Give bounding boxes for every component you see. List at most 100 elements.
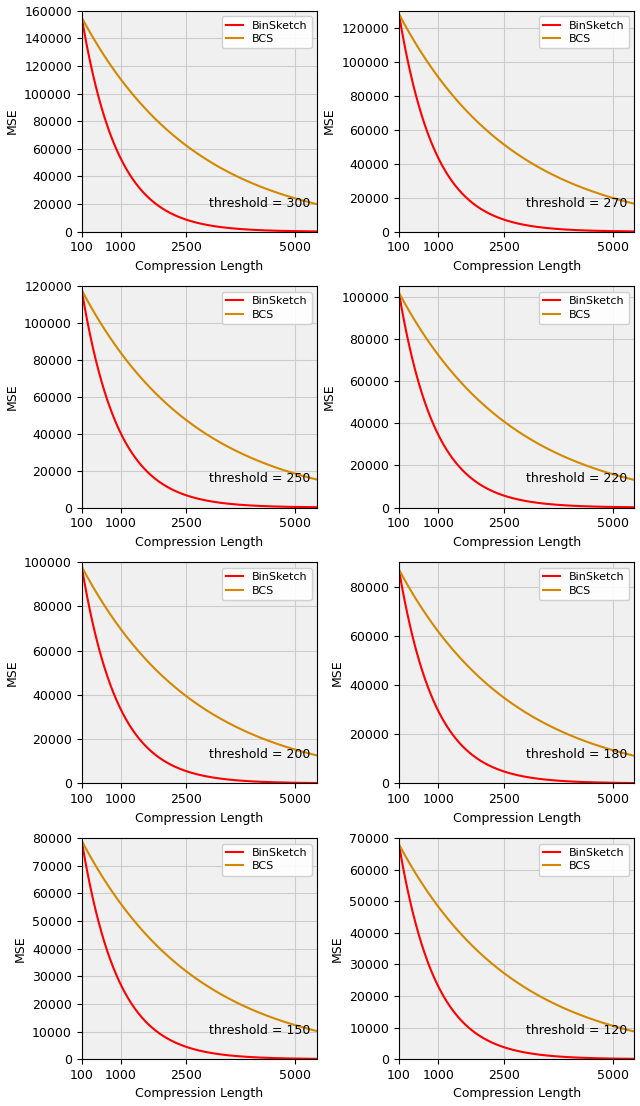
BinSketch: [557, 1050, 564, 1063]
BinSketch: [419, 113, 427, 126]
Text: threshold = 200: threshold = 200: [209, 749, 310, 761]
BinSketch: [102, 388, 109, 401]
BCS: [262, 733, 269, 747]
BCS: [557, 448, 564, 461]
BinSketch: [630, 501, 638, 514]
Text: threshold = 180: threshold = 180: [526, 749, 627, 761]
BCS: [182, 413, 189, 426]
BinSketch: [173, 209, 180, 222]
BCS: [583, 735, 591, 749]
BinSketch: [239, 499, 247, 512]
BinSketch: [499, 764, 506, 778]
Line: BCS: BCS: [82, 841, 317, 1031]
Y-axis label: MSE: MSE: [6, 659, 19, 686]
X-axis label: Compression Length: Compression Length: [136, 812, 264, 825]
BinSketch: [557, 774, 564, 787]
BCS: [395, 286, 403, 300]
Text: threshold = 150: threshold = 150: [209, 1024, 310, 1037]
BinSketch: [102, 940, 109, 953]
BCS: [239, 173, 247, 186]
BCS: [266, 1010, 273, 1023]
Legend: BinSketch, BCS: BinSketch, BCS: [539, 567, 629, 599]
BCS: [490, 959, 498, 972]
BinSketch: [557, 222, 564, 236]
X-axis label: Compression Length: Compression Length: [136, 1087, 264, 1100]
BCS: [182, 138, 189, 152]
Line: BinSketch: BinSketch: [399, 844, 634, 1058]
BCS: [419, 878, 427, 891]
BinSketch: [314, 225, 321, 238]
BinSketch: [579, 500, 586, 513]
Legend: BinSketch, BCS: BinSketch, BCS: [221, 17, 312, 49]
BCS: [173, 682, 180, 696]
BinSketch: [579, 775, 586, 789]
BinSketch: [490, 209, 498, 222]
BinSketch: [579, 223, 586, 237]
BCS: [583, 459, 591, 472]
Line: BCS: BCS: [399, 14, 634, 204]
Line: BCS: BCS: [82, 290, 317, 480]
Line: BinSketch: BinSketch: [82, 566, 317, 783]
BinSketch: [173, 1036, 180, 1050]
BinSketch: [78, 11, 86, 24]
BinSketch: [583, 500, 591, 513]
BCS: [102, 601, 109, 614]
Line: BCS: BCS: [399, 293, 634, 480]
BCS: [182, 964, 189, 978]
BCS: [579, 733, 586, 747]
BCS: [266, 734, 273, 748]
BCS: [266, 184, 273, 197]
Line: BinSketch: BinSketch: [399, 293, 634, 508]
BCS: [239, 448, 247, 461]
X-axis label: Compression Length: Compression Length: [136, 535, 264, 549]
BinSketch: [182, 764, 189, 778]
Y-axis label: MSE: MSE: [323, 384, 336, 410]
BCS: [583, 1011, 591, 1024]
Text: threshold = 270: threshold = 270: [526, 197, 627, 210]
BCS: [262, 181, 269, 195]
BCS: [239, 999, 247, 1012]
BCS: [490, 684, 498, 697]
BCS: [630, 473, 638, 487]
Line: BCS: BCS: [82, 566, 317, 755]
BinSketch: [630, 1052, 638, 1065]
BinSketch: [490, 1037, 498, 1051]
BinSketch: [314, 501, 321, 514]
Y-axis label: MSE: MSE: [331, 936, 344, 962]
Legend: BinSketch, BCS: BinSketch, BCS: [221, 844, 312, 876]
BinSketch: [266, 1052, 273, 1065]
BCS: [579, 458, 586, 471]
BinSketch: [239, 1050, 247, 1063]
Y-axis label: MSE: MSE: [331, 659, 344, 686]
BCS: [579, 181, 586, 195]
BinSketch: [102, 115, 109, 128]
BinSketch: [557, 499, 564, 512]
Y-axis label: MSE: MSE: [6, 108, 19, 135]
BinSketch: [266, 223, 273, 237]
X-axis label: Compression Length: Compression Length: [452, 812, 580, 825]
Text: threshold = 300: threshold = 300: [209, 197, 310, 210]
Line: BinSketch: BinSketch: [399, 14, 634, 231]
Line: BinSketch: BinSketch: [82, 841, 317, 1058]
BCS: [490, 407, 498, 420]
X-axis label: Compression Length: Compression Length: [136, 260, 264, 273]
BCS: [78, 834, 86, 847]
BCS: [490, 131, 498, 144]
BCS: [395, 8, 403, 21]
BinSketch: [630, 225, 638, 238]
Y-axis label: MSE: MSE: [13, 936, 26, 962]
BinSketch: [182, 212, 189, 226]
BCS: [630, 1025, 638, 1039]
Legend: BinSketch, BCS: BinSketch, BCS: [539, 292, 629, 324]
BinSketch: [262, 1051, 269, 1064]
BCS: [630, 749, 638, 762]
BCS: [78, 560, 86, 573]
Legend: BinSketch, BCS: BinSketch, BCS: [221, 292, 312, 324]
BinSketch: [583, 775, 591, 789]
BinSketch: [583, 223, 591, 237]
X-axis label: Compression Length: Compression Length: [452, 535, 580, 549]
BinSketch: [499, 1040, 506, 1053]
BCS: [499, 414, 506, 427]
BinSketch: [419, 667, 427, 680]
BinSketch: [173, 761, 180, 774]
